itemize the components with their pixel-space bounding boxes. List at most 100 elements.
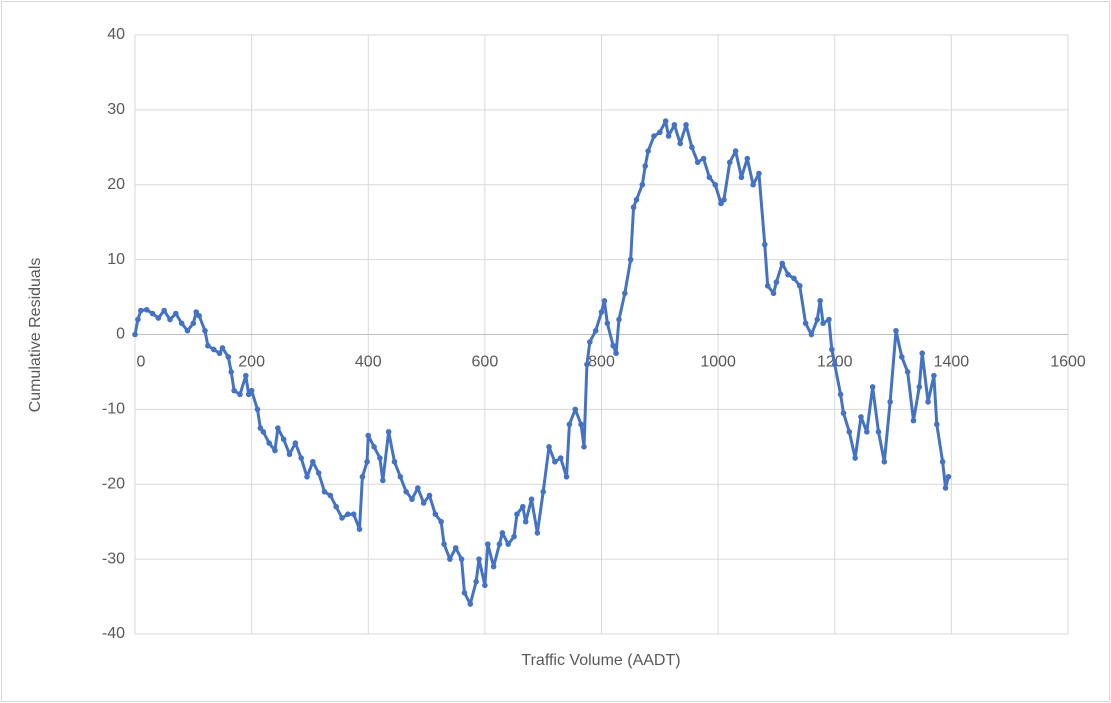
data-point xyxy=(219,345,226,351)
data-point xyxy=(280,436,287,443)
data-point xyxy=(298,455,304,461)
data-point xyxy=(887,399,893,405)
y-tick-label: -20 xyxy=(102,475,125,492)
data-point xyxy=(651,133,657,139)
x-tick-label: 800 xyxy=(588,354,615,371)
data-point xyxy=(689,144,695,151)
data-point xyxy=(248,387,255,394)
data-point xyxy=(260,429,267,435)
data-point xyxy=(808,331,815,338)
data-point xyxy=(458,556,465,562)
data-point xyxy=(601,298,608,304)
data-point xyxy=(852,455,858,461)
data-point xyxy=(184,327,191,334)
x-tick-label: 200 xyxy=(238,354,265,371)
data-point xyxy=(482,582,488,589)
data-point xyxy=(534,530,541,536)
data-point xyxy=(540,488,546,495)
data-point xyxy=(802,320,809,327)
data-point xyxy=(371,444,377,450)
y-tick-label: 30 xyxy=(107,101,125,118)
data-point xyxy=(167,316,173,323)
data-point xyxy=(132,331,138,338)
data-point xyxy=(566,421,573,428)
data-point xyxy=(557,455,564,461)
data-point xyxy=(304,473,310,480)
data-point xyxy=(639,181,646,188)
data-point xyxy=(426,492,433,499)
x-tick-label: 1600 xyxy=(1050,354,1086,371)
data-point xyxy=(820,320,826,327)
data-point xyxy=(893,327,899,334)
data-point xyxy=(694,159,701,166)
data-point xyxy=(161,307,167,314)
data-point xyxy=(173,310,179,317)
data-point xyxy=(726,159,733,166)
data-point xyxy=(511,533,517,540)
data-point xyxy=(817,298,823,304)
data-point xyxy=(630,204,637,211)
data-point xyxy=(770,290,777,297)
data-point xyxy=(779,260,786,267)
data-point xyxy=(321,488,328,495)
data-point xyxy=(196,312,202,319)
data-point xyxy=(598,309,605,315)
data-point xyxy=(228,369,235,375)
data-point xyxy=(761,241,768,248)
data-point xyxy=(225,354,232,360)
data-point xyxy=(216,350,223,357)
data-point xyxy=(490,563,497,570)
x-tick-label: 0 xyxy=(137,354,146,371)
data-point xyxy=(286,451,293,458)
data-point xyxy=(945,473,952,480)
data-point xyxy=(732,148,739,154)
data-point xyxy=(581,444,587,450)
y-tick-label: 0 xyxy=(116,326,125,343)
data-point xyxy=(499,530,506,536)
data-point xyxy=(409,496,415,503)
data-point xyxy=(397,473,404,480)
y-tick-label: -30 xyxy=(102,550,125,567)
data-point xyxy=(933,421,940,428)
data-point xyxy=(756,170,762,177)
data-point xyxy=(275,425,281,431)
data-point xyxy=(814,316,821,323)
x-tick-label: 400 xyxy=(355,354,382,371)
data-point xyxy=(899,354,905,360)
data-point xyxy=(350,511,357,517)
data-point xyxy=(869,384,876,390)
data-point xyxy=(231,387,237,394)
data-point xyxy=(356,526,363,532)
data-point xyxy=(875,429,882,435)
data-point xyxy=(683,122,689,128)
data-point xyxy=(365,432,372,439)
data-point xyxy=(403,488,409,495)
y-tick-label: 20 xyxy=(107,176,125,193)
data-point xyxy=(254,406,261,413)
data-point xyxy=(149,310,156,317)
data-point xyxy=(364,458,370,465)
data-point xyxy=(441,541,447,547)
data-point xyxy=(864,429,870,435)
data-point xyxy=(665,133,672,139)
data-point xyxy=(592,327,599,334)
data-point xyxy=(925,399,931,405)
y-tick-label: 10 xyxy=(107,251,125,268)
data-point xyxy=(345,511,351,517)
data-point xyxy=(505,541,512,547)
data-point xyxy=(178,320,185,327)
y-tick-label: 40 xyxy=(107,26,125,43)
data-point xyxy=(292,440,299,446)
data-point xyxy=(514,511,520,517)
data-point xyxy=(931,372,937,379)
data-point xyxy=(642,163,649,169)
data-point xyxy=(604,320,611,327)
data-point xyxy=(662,118,669,124)
data-point xyxy=(645,148,651,154)
data-point xyxy=(826,316,832,323)
data-point xyxy=(310,458,316,465)
data-point xyxy=(522,518,529,525)
data-point xyxy=(496,541,503,547)
data-point xyxy=(333,503,339,510)
